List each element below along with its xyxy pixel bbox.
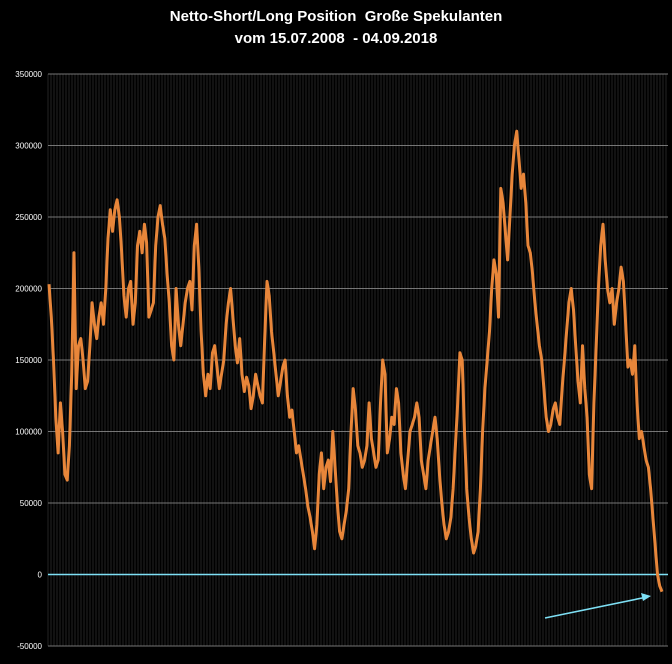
y-tick-label: 200000 <box>15 285 42 294</box>
series-line-netto-position <box>47 129 664 593</box>
y-tick-label: -50000 <box>17 642 42 651</box>
annotation-arrow-icon <box>544 593 651 619</box>
chart-title: Netto-Short/Long Position Große Spekulan… <box>169 8 503 25</box>
chart-subtitle: vom 15.07.2008 - 04.09.2018 <box>234 30 438 47</box>
y-tick-label: 300000 <box>15 142 42 151</box>
chart-title-block: Netto-Short/Long Position Große Spekulan… <box>0 6 672 50</box>
y-tick-label: 350000 <box>15 70 42 79</box>
arrow-shaft <box>544 596 648 619</box>
y-axis-tick-labels: 350000 300000 250000 200000 150000 100000 5000… <box>15 70 42 651</box>
y-tick-label: 50000 <box>20 499 43 508</box>
y-tick-label: 100000 <box>15 428 42 437</box>
y-tick-label: 250000 <box>15 213 42 222</box>
y-tick-label: 150000 <box>15 356 42 365</box>
y-tick-label: 0 <box>38 571 43 580</box>
arrow-head <box>641 593 651 601</box>
